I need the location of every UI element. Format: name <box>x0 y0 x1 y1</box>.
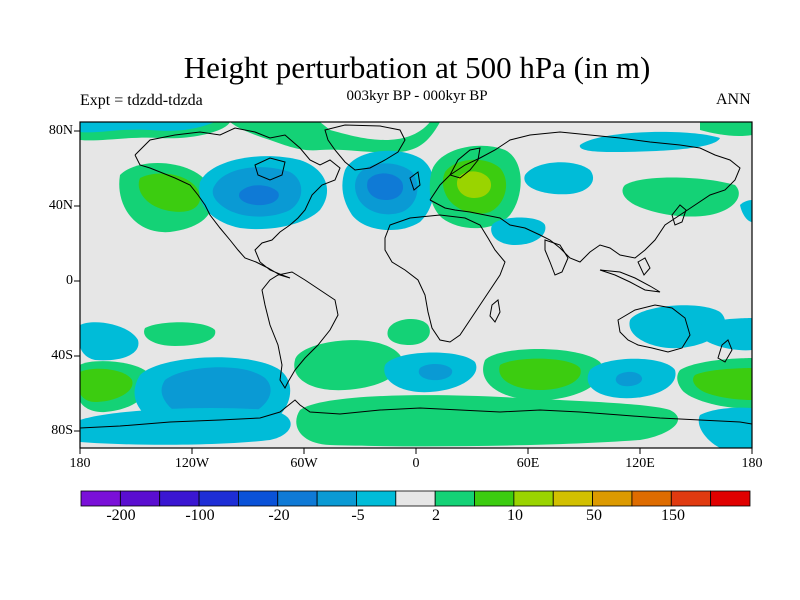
colorbar-label: 10 <box>507 507 523 524</box>
contour-region <box>524 162 594 195</box>
colorbar-label: -20 <box>268 507 290 524</box>
lon-label: 120W <box>174 456 210 471</box>
colorbar-box <box>474 490 515 507</box>
colorbar-label: -100 <box>185 507 215 524</box>
contour-fills <box>80 122 752 448</box>
contour-region <box>387 318 430 345</box>
experiment-label: Expt = tdzdd-tdzda <box>80 92 203 109</box>
contour-region <box>239 185 279 206</box>
lon-label: 180 <box>69 456 91 471</box>
contour-region <box>740 200 752 222</box>
lon-label: 60W <box>290 456 318 471</box>
colorbar <box>80 490 751 507</box>
lat-label: 40S <box>51 348 73 363</box>
contour-region <box>698 407 752 448</box>
lat-label: 40N <box>48 198 73 213</box>
colorbar-label: 50 <box>586 507 602 524</box>
contour-region <box>499 358 581 390</box>
coastline-new-zealand <box>717 339 733 363</box>
colorbar-box <box>238 490 279 507</box>
chart-subtitle: 003kyr BP - 000kyr BP <box>346 88 488 104</box>
colorbar-box <box>710 490 751 507</box>
lon-label: 120E <box>625 456 655 471</box>
coastline-greenland <box>324 124 406 171</box>
chart-title: Height perturbation at 500 hPa (in m) <box>183 50 651 85</box>
axis-ticks <box>74 130 753 454</box>
coastline-madagascar <box>489 299 501 323</box>
colorbar-box <box>513 490 554 507</box>
colorbar-box <box>159 490 200 507</box>
colorbar-box <box>356 490 397 507</box>
lat-label: 0 <box>66 273 73 288</box>
coastline-uk <box>409 171 421 191</box>
contour-region <box>294 340 403 391</box>
colorbar-box <box>434 490 475 507</box>
coastline-india <box>544 239 569 276</box>
season-label: ANN <box>716 91 751 108</box>
coastlines <box>80 124 752 429</box>
contour-region <box>629 305 726 349</box>
colorbar-label: 2 <box>432 507 440 524</box>
lon-label: 180 <box>741 456 763 471</box>
contour-region <box>80 408 291 445</box>
coastline-north-america <box>134 127 341 279</box>
coastline-eurasia <box>429 131 741 263</box>
colorbar-box <box>198 490 239 507</box>
contour-region <box>700 122 752 137</box>
colorbar-label: 150 <box>661 507 685 524</box>
contour-region <box>491 217 546 245</box>
coastline-antarctica <box>80 399 752 429</box>
contour-region <box>80 322 139 361</box>
contour-region <box>80 122 215 133</box>
contour-region <box>622 177 739 217</box>
coastline-japan <box>671 204 687 226</box>
contour-region <box>456 171 492 198</box>
colorbar-box <box>592 490 633 507</box>
lon-label: 60E <box>516 456 540 471</box>
colorbar-label: -200 <box>106 507 136 524</box>
contour-region <box>700 318 752 351</box>
coastline-sea-islands <box>637 257 651 276</box>
coastline-australia <box>617 304 691 353</box>
colorbar-box <box>395 490 436 507</box>
coastline-scandinavia <box>449 147 481 179</box>
contour-region <box>615 371 643 387</box>
contour-region <box>693 368 752 400</box>
colorbar-box <box>670 490 712 507</box>
coastline-south-america <box>261 271 339 390</box>
colorbar-label: -5 <box>351 507 365 524</box>
colorbar-box <box>119 490 161 507</box>
colorbar-box <box>631 490 672 507</box>
contour-region <box>296 395 679 447</box>
coastline-sea-islands <box>599 269 661 293</box>
coastline-hudson-bay <box>254 157 286 181</box>
colorbar-box <box>316 490 357 507</box>
coastline-africa <box>384 214 506 343</box>
contour-region <box>80 368 133 402</box>
lat-label: 80S <box>51 423 73 438</box>
colorbar-box <box>552 490 593 507</box>
colorbar-box <box>277 490 318 507</box>
contour-region <box>367 173 404 200</box>
contour-region <box>144 322 216 346</box>
contour-region <box>418 364 453 381</box>
contour-region <box>161 367 271 421</box>
lon-label: 0 <box>412 456 420 471</box>
lat-label: 80N <box>48 123 73 138</box>
colorbar-box <box>80 490 121 507</box>
